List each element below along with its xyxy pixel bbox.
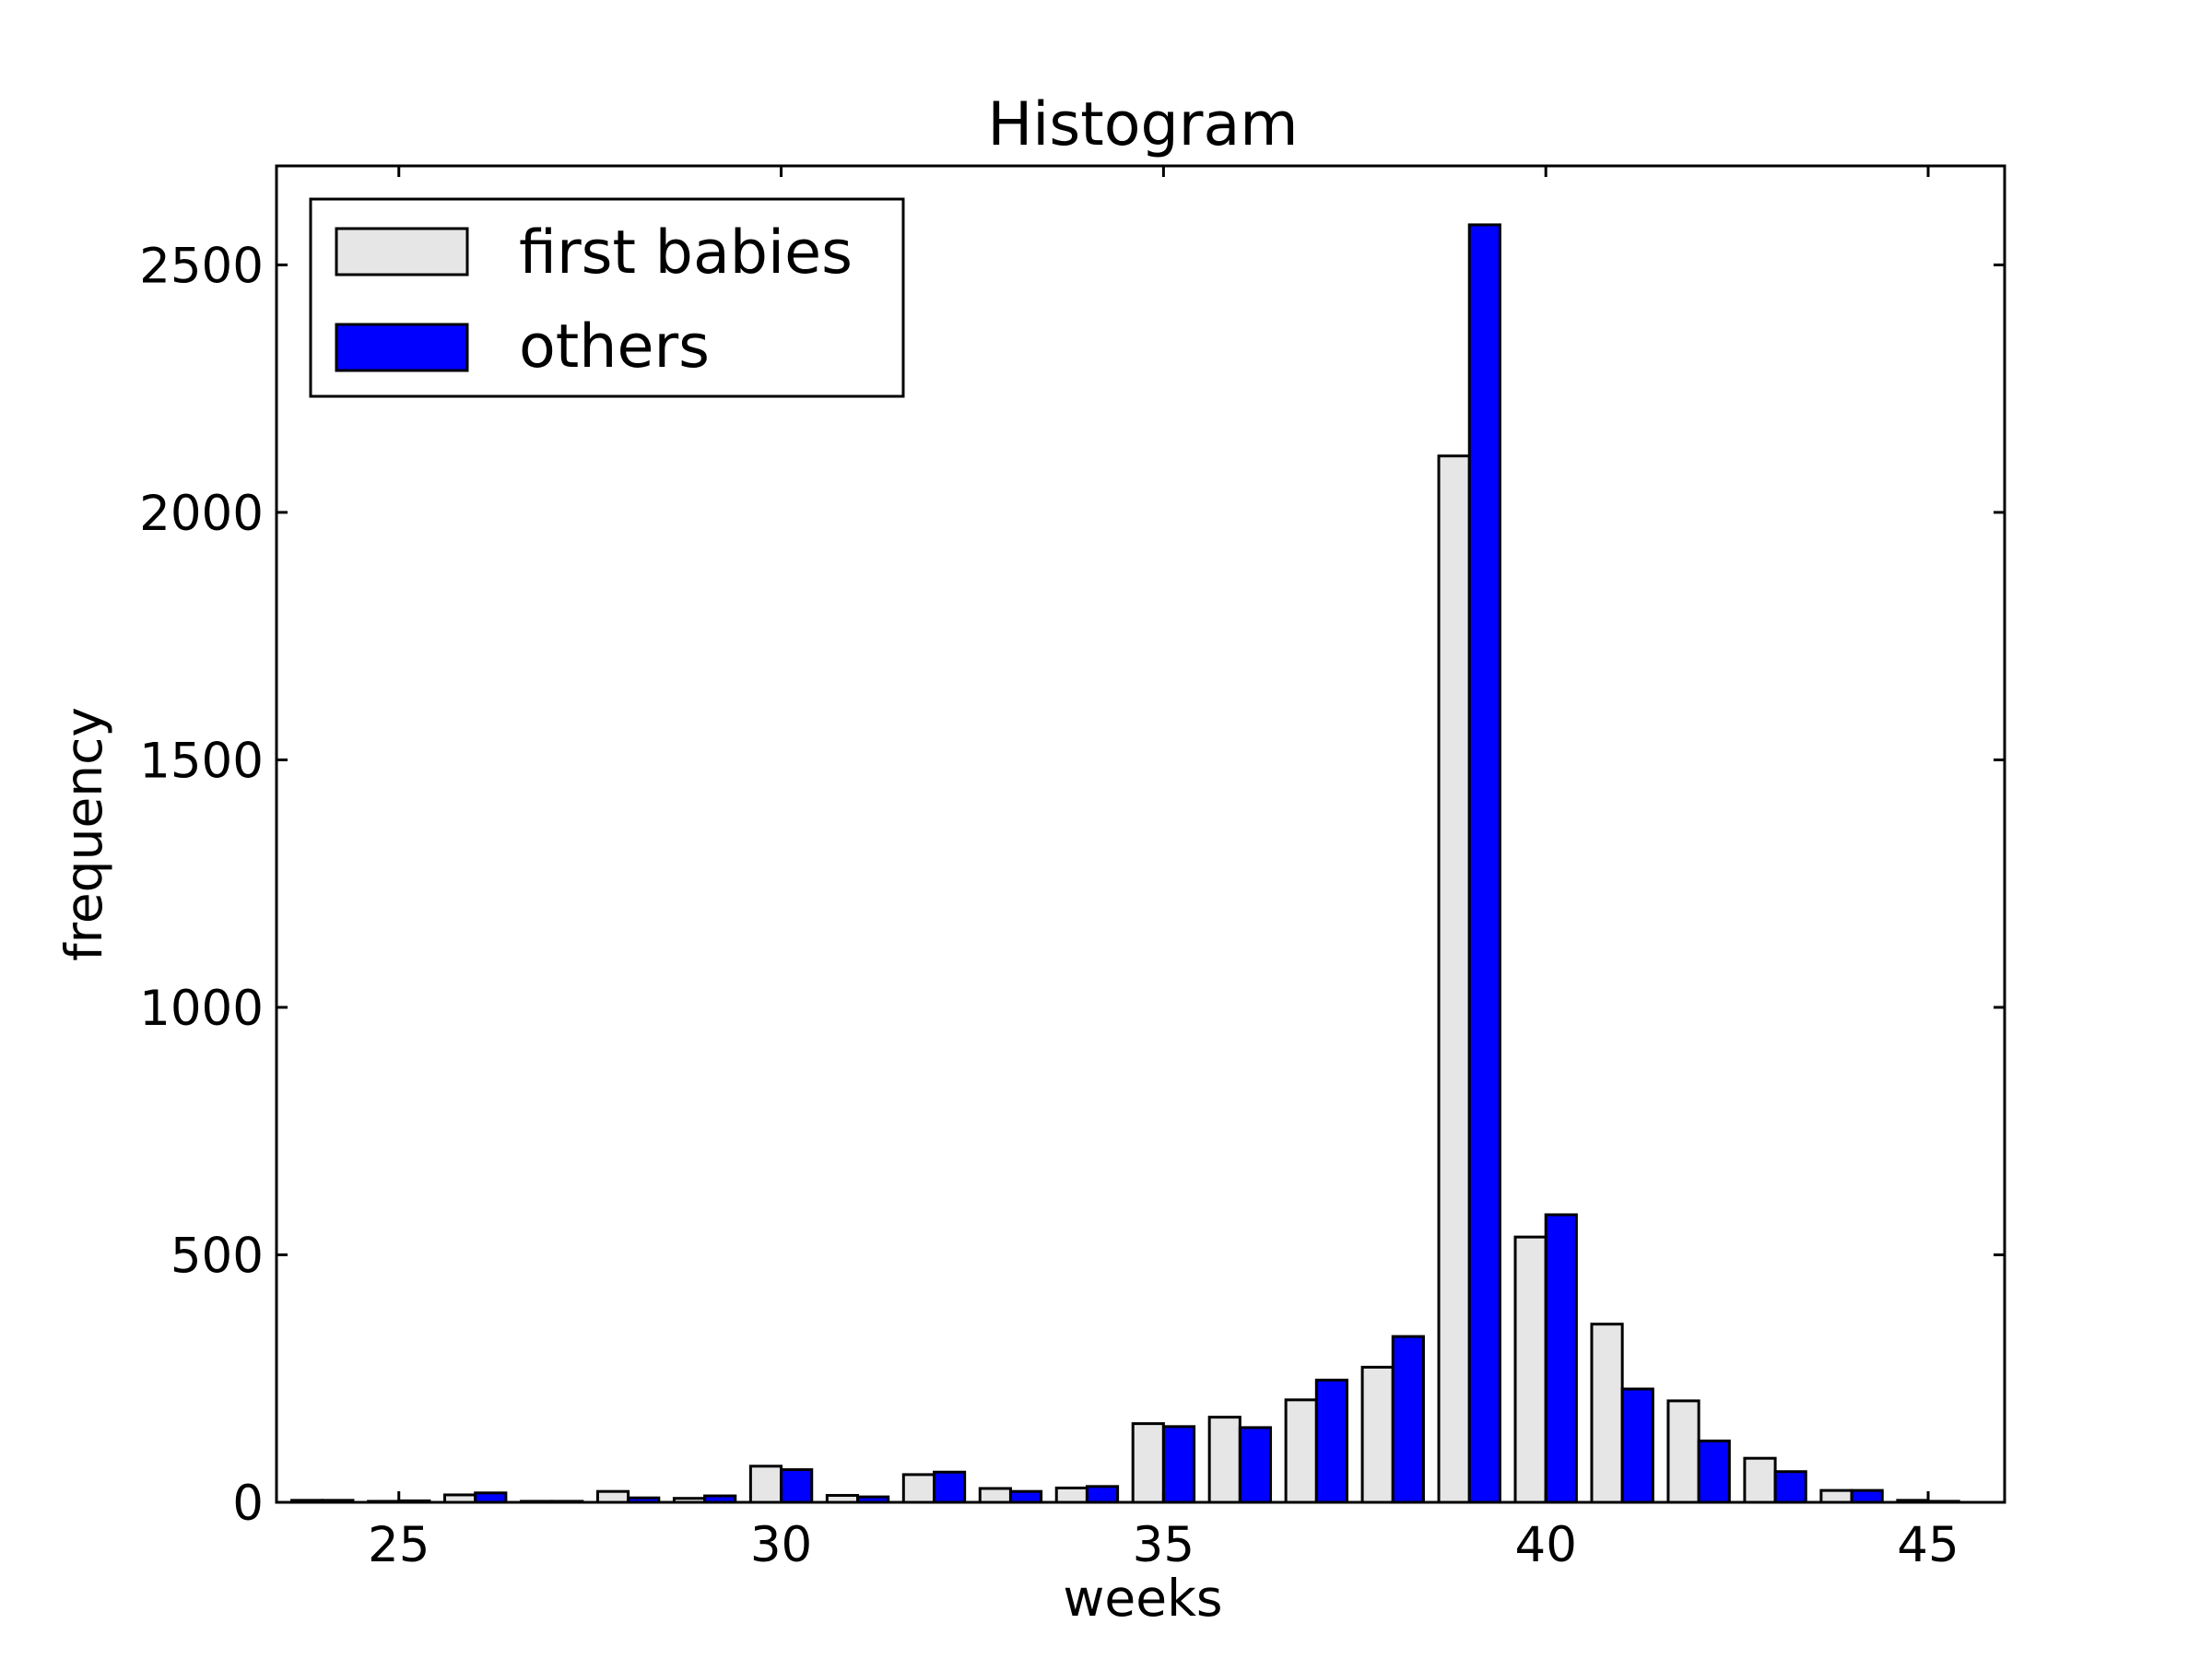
bar-others-43 — [1773, 1470, 1807, 1504]
x-tick-label-30: 30 — [750, 1517, 812, 1573]
y-tick-label-2000: 2000 — [139, 486, 264, 542]
bar-first-babies-28 — [595, 1489, 630, 1504]
legend-swatch-first-babies — [335, 227, 469, 276]
y-tick-label-2500: 2500 — [139, 238, 264, 294]
y-tick-label-1000: 1000 — [139, 981, 264, 1037]
bar-others-41 — [1620, 1387, 1654, 1504]
bar-first-babies-41 — [1590, 1323, 1624, 1504]
ticks-group: 25 30 35 40 45 0 500 1000 1500 2000 2500 — [139, 166, 2005, 1573]
plot-frame — [275, 164, 2006, 1504]
legend: first babies others — [309, 197, 905, 398]
bar-first-babies-35 — [1131, 1422, 1165, 1504]
x-axis-title: weeks — [1063, 1569, 1222, 1628]
bar-others-38 — [1391, 1335, 1425, 1504]
x-tick-label-40: 40 — [1514, 1517, 1576, 1573]
x-tick-label-35: 35 — [1133, 1517, 1194, 1573]
bar-first-babies-33 — [978, 1487, 1012, 1504]
bar-others-42 — [1697, 1439, 1731, 1504]
bar-first-babies-43 — [1743, 1456, 1777, 1504]
bar-first-babies-30 — [748, 1465, 783, 1504]
bar-others-32 — [932, 1470, 967, 1504]
x-tick-label-25: 25 — [368, 1517, 429, 1573]
bar-first-babies-39 — [1437, 454, 1471, 1504]
bar-first-babies-36 — [1207, 1416, 1241, 1504]
bar-first-babies-38 — [1360, 1365, 1394, 1504]
bar-others-34 — [1085, 1485, 1120, 1504]
y-axis-title: frequency — [54, 707, 113, 961]
x-tick-label-45: 45 — [1897, 1517, 1959, 1573]
bar-others-39 — [1467, 223, 1501, 1504]
bar-first-babies-37 — [1284, 1398, 1318, 1504]
bar-others-44 — [1850, 1488, 1884, 1504]
bar-first-babies-42 — [1666, 1399, 1700, 1504]
bar-first-babies-40 — [1513, 1235, 1547, 1504]
bar-others-26 — [474, 1491, 508, 1504]
bar-others-33 — [1008, 1489, 1043, 1504]
legend-swatch-others — [335, 323, 469, 372]
y-tick-label-500: 500 — [171, 1228, 264, 1284]
bar-first-babies-32 — [901, 1473, 935, 1504]
y-tick-label-0: 0 — [232, 1476, 264, 1532]
y-tick-label-1500: 1500 — [139, 733, 264, 789]
bar-others-35 — [1161, 1425, 1196, 1504]
bar-others-36 — [1238, 1426, 1273, 1504]
legend-label-others: others — [519, 312, 710, 382]
bar-first-babies-44 — [1819, 1488, 1853, 1504]
legend-label-first-babies: first babies — [519, 218, 853, 288]
bar-first-babies-34 — [1054, 1486, 1088, 1504]
bar-others-37 — [1314, 1378, 1349, 1504]
chart-title: Histogram — [987, 90, 1298, 159]
bar-others-40 — [1544, 1213, 1578, 1504]
bar-others-30 — [780, 1468, 814, 1504]
